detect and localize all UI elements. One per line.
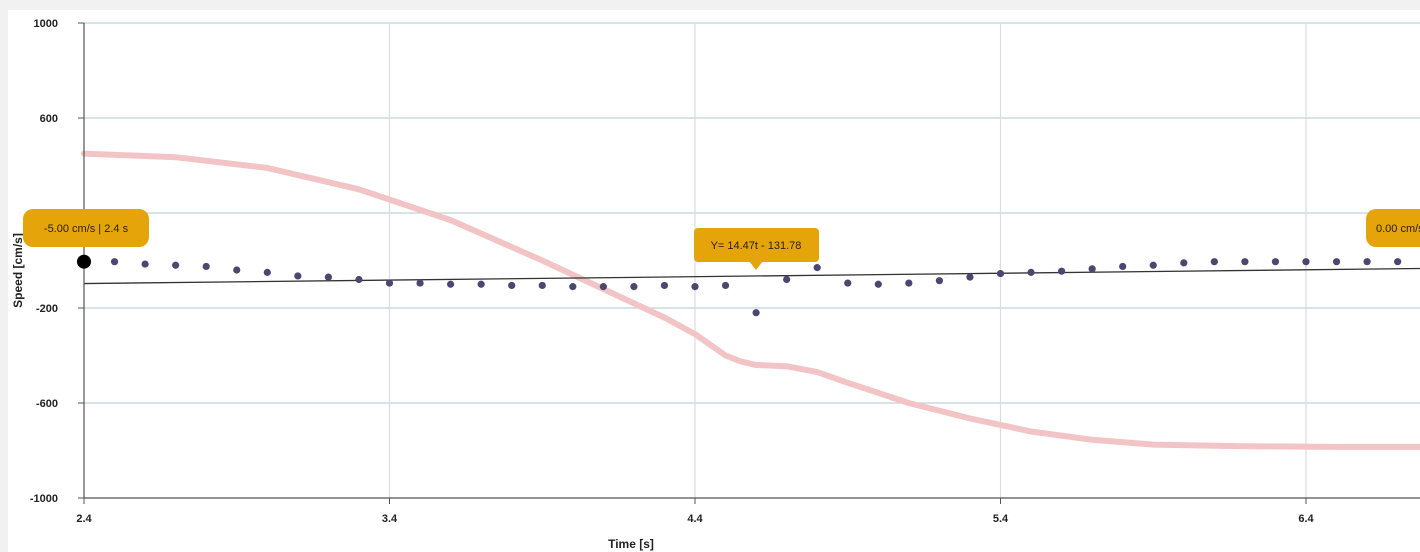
y-tick-label: -1000 <box>30 493 58 505</box>
data-point <box>966 273 974 281</box>
data-point <box>447 280 455 288</box>
data-point <box>1302 258 1310 266</box>
background-curve <box>81 150 1420 450</box>
data-point <box>1119 262 1127 271</box>
fit-equation-text: Y= 14.47t - 131.78 <box>711 240 802 252</box>
data-point <box>1210 258 1218 266</box>
data-point <box>599 283 607 291</box>
y-tick-label: 1000 <box>34 18 58 30</box>
data-point <box>660 281 669 290</box>
data-point <box>1332 258 1341 266</box>
data-point <box>355 275 363 284</box>
data-point <box>233 266 241 274</box>
x-tick-label: 2.4 <box>76 513 92 525</box>
background-curve-layer <box>81 150 1420 450</box>
data-point <box>630 283 638 291</box>
data-point <box>844 279 852 287</box>
value-callout-left: -5.00 cm/s | 2.4 s <box>23 209 149 247</box>
value-callout-left-text: -5.00 cm/s | 2.4 s <box>44 223 129 235</box>
speed-time-chart: 1000 600 -200 -600 -1000 2.4 3.4 4.4 5.4 6.4 Time… <box>11 18 1420 551</box>
data-point <box>752 309 760 317</box>
data-point <box>141 260 149 268</box>
axes <box>78 22 1420 504</box>
data-point <box>477 280 485 288</box>
fit-callout-pointer <box>749 261 763 270</box>
data-point <box>416 279 424 287</box>
data-point <box>202 262 210 271</box>
y-tick-label: -600 <box>36 398 58 410</box>
data-point <box>1058 267 1066 275</box>
data-point <box>996 269 1005 278</box>
data-point <box>294 272 302 280</box>
data-point <box>1271 258 1280 266</box>
data-point <box>385 279 394 287</box>
value-callout-right: 0.00 cm/s <box>1366 209 1420 247</box>
data-point <box>1149 261 1157 269</box>
data-point <box>263 268 271 276</box>
data-point <box>538 281 546 290</box>
data-point <box>1088 265 1096 273</box>
data-point <box>691 283 699 291</box>
data-point <box>569 283 577 291</box>
data-point <box>935 277 944 285</box>
data-point <box>1363 258 1371 266</box>
data-point <box>813 264 821 272</box>
regression-line <box>83 267 1420 285</box>
x-axis-title: Time [s] <box>608 537 654 551</box>
x-tick-label: 4.4 <box>687 513 703 525</box>
data-point <box>783 275 791 284</box>
x-tick-label: 5.4 <box>993 513 1009 525</box>
chart-container: 1000 600 -200 -600 -1000 2.4 3.4 4.4 5.4 6.4 Time… <box>8 10 1420 552</box>
data-point <box>172 261 180 269</box>
grid <box>84 22 1420 498</box>
y-axis-title: Speed [cm/s] <box>11 233 25 308</box>
data-point <box>905 279 913 287</box>
selected-point-marker[interactable] <box>77 254 91 269</box>
regression-line-layer <box>83 267 1420 285</box>
value-callout-right-text: 0.00 cm/s <box>1376 223 1420 235</box>
data-point <box>508 281 516 290</box>
data-point <box>1394 258 1402 266</box>
y-tick-label: -200 <box>36 303 58 315</box>
tick-labels: 1000 600 -200 -600 -1000 2.4 3.4 4.4 5.4 6.4 <box>30 18 1315 525</box>
data-point <box>110 258 119 266</box>
data-point <box>1027 268 1035 276</box>
x-tick-label: 3.4 <box>382 513 398 525</box>
data-point <box>721 281 730 290</box>
x-tick-label: 6.4 <box>1298 513 1314 525</box>
data-point <box>324 273 332 281</box>
y-tick-label: 600 <box>40 113 58 125</box>
data-point <box>1241 258 1249 266</box>
fit-equation-callout: Y= 14.47t - 131.78 <box>694 228 819 270</box>
data-point <box>874 280 882 288</box>
data-point <box>1180 259 1188 267</box>
